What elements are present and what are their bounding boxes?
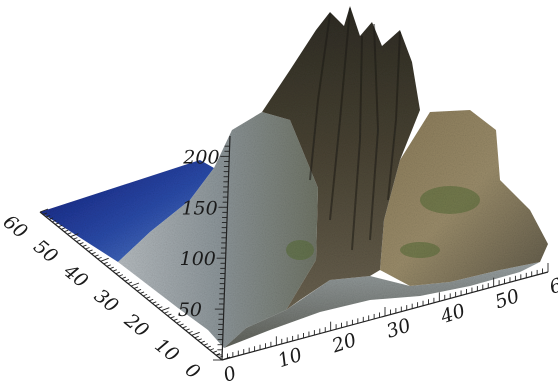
y-tick-mark xyxy=(170,316,175,319)
x-tick-label: 40 xyxy=(437,300,468,329)
y-tick-label: 0 xyxy=(181,359,204,384)
y-tick-label: 50 xyxy=(29,235,62,267)
y-tick-mark xyxy=(115,271,120,275)
y-tick-mark xyxy=(70,233,79,238)
y-tick-mark xyxy=(109,266,114,270)
y-tick-mark xyxy=(121,276,127,280)
y-tick-mark xyxy=(124,279,130,282)
y-tick-mark xyxy=(167,313,172,317)
y-tick-mark xyxy=(45,215,51,218)
z-tick-label: 150 xyxy=(181,197,217,219)
x-tick-label: 0 xyxy=(221,362,239,384)
y-tick-mark xyxy=(218,355,224,358)
y-tick-mark xyxy=(85,247,90,250)
water-region xyxy=(40,160,214,262)
y-tick-mark xyxy=(82,244,87,247)
z-axis-ticks: 50 100 150 200 xyxy=(178,145,230,361)
y-tick-mark xyxy=(48,217,54,220)
y-tick-mark xyxy=(203,343,208,346)
y-tick-mark xyxy=(58,224,63,228)
y-tick-mark xyxy=(197,338,202,341)
y-tick-mark xyxy=(39,208,49,213)
y-tick-mark xyxy=(158,306,163,309)
terrain-front-plain xyxy=(224,262,540,348)
y-tick-mark xyxy=(42,212,48,215)
y-tick-mark xyxy=(191,331,200,336)
y-tick-mark xyxy=(146,296,151,299)
y-tick-mark xyxy=(139,291,145,294)
y-tick-mark xyxy=(73,237,78,240)
y-tick-mark xyxy=(64,229,69,233)
y-tick-mark xyxy=(221,356,231,361)
y-tick-mark xyxy=(173,318,178,321)
x-tick-label: 60 xyxy=(547,270,558,298)
y-tick-mark xyxy=(79,242,84,245)
y-tick-label: 10 xyxy=(151,334,184,366)
x-tick-label: 50 xyxy=(492,285,522,313)
y-tick-mark xyxy=(149,298,154,302)
x-tick-label: 30 xyxy=(384,314,414,342)
y-tick-mark xyxy=(106,264,111,267)
y-tick-mark xyxy=(188,330,193,334)
y-tick-mark xyxy=(97,256,102,260)
y-tick-mark xyxy=(136,289,142,292)
y-tick-label: 40 xyxy=(59,259,92,292)
y-tick-mark xyxy=(164,311,169,314)
y-tick-mark xyxy=(61,227,66,230)
y-tick-mark xyxy=(67,232,72,235)
y-tick-mark xyxy=(112,269,117,272)
y-tick-mark xyxy=(182,326,187,329)
z-tick-label: 50 xyxy=(178,299,202,321)
y-tick-mark xyxy=(179,323,184,326)
y-tick-mark xyxy=(127,281,133,284)
y-tick-mark xyxy=(185,328,190,331)
y-tick-mark xyxy=(118,274,124,277)
y-tick-mark xyxy=(103,261,108,265)
y-tick-mark xyxy=(209,348,215,351)
y-tick-mark xyxy=(142,293,148,297)
y-tick-mark xyxy=(200,340,205,344)
y-tick-mark xyxy=(152,301,157,304)
y-tick-mark xyxy=(55,222,60,225)
terrain-main-peak xyxy=(262,6,420,310)
y-tick-mark xyxy=(161,307,170,312)
y-tick-mark xyxy=(76,239,81,243)
z-tick-label: 200 xyxy=(182,146,219,168)
ridge-shading xyxy=(309,7,401,251)
y-tick-mark xyxy=(206,345,211,349)
vegetation-patches xyxy=(286,186,480,260)
y-tick-mark xyxy=(215,353,221,356)
y-tick-mark xyxy=(51,219,57,223)
y-tick-mark xyxy=(176,321,181,324)
y-tick-mark xyxy=(91,252,96,255)
terrain-surface xyxy=(40,6,548,348)
y-tick-label: 60 xyxy=(0,211,31,243)
x-tick-label: 10 xyxy=(275,344,305,372)
z-tick-label: 100 xyxy=(180,248,216,270)
y-tick-mark xyxy=(100,257,109,262)
y-tick-label: 20 xyxy=(119,309,152,342)
y-tick-mark xyxy=(88,249,93,252)
y-tick-mark xyxy=(194,335,199,339)
y-tick-mark xyxy=(94,254,99,257)
terrain-left-flank xyxy=(118,112,318,348)
y-tick-mark xyxy=(130,282,140,287)
y-tick-mark xyxy=(155,303,160,307)
y-tick-mark xyxy=(212,350,218,354)
y-tick-mark xyxy=(133,286,139,289)
y-tick-label: 30 xyxy=(90,285,123,317)
x-tick-label: 20 xyxy=(328,329,359,358)
